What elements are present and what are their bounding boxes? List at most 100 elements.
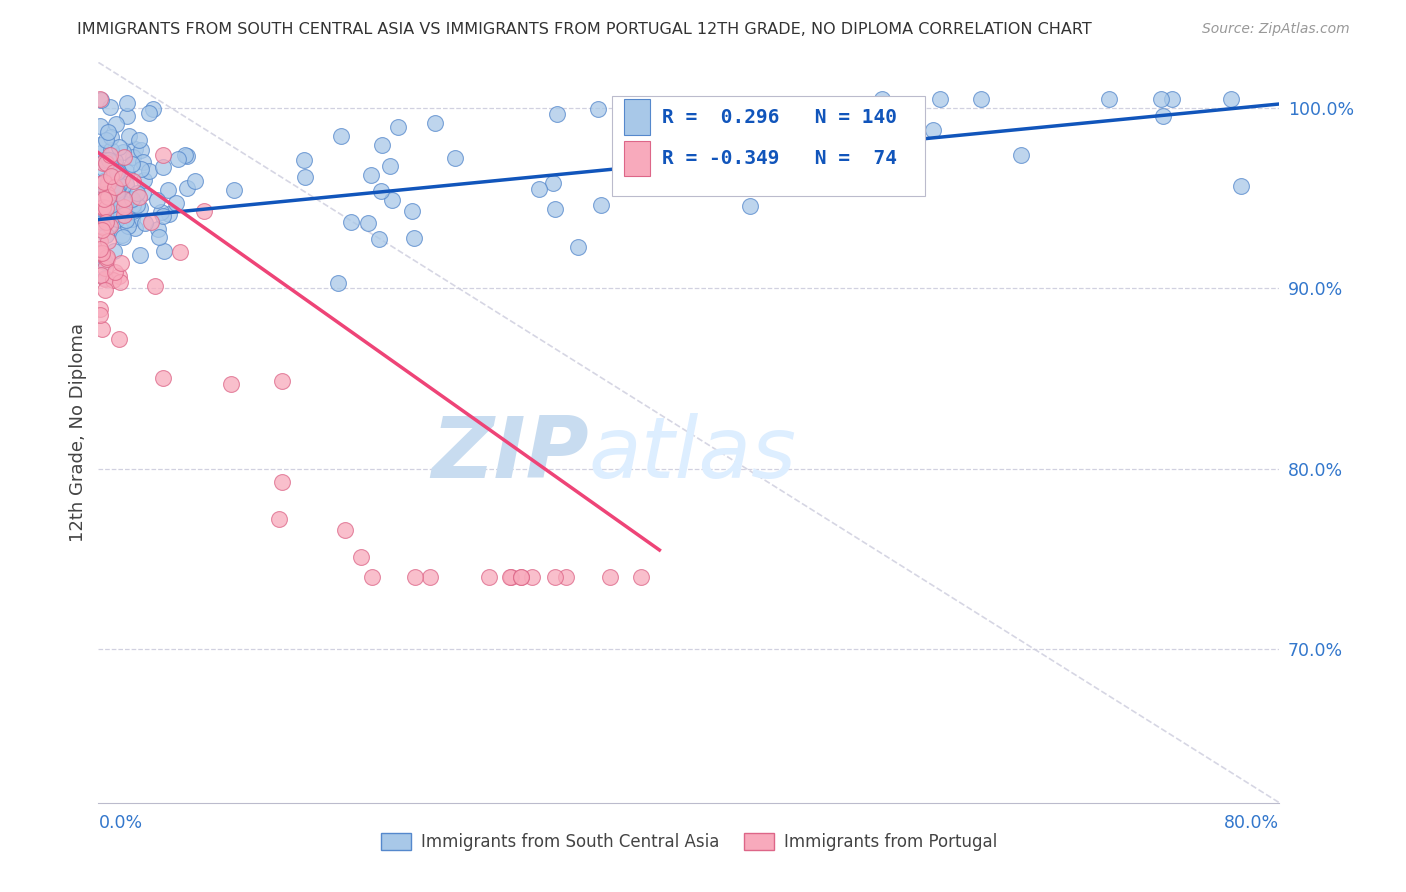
Point bbox=[360, 570, 382, 584]
Point bbox=[501, 570, 523, 584]
Point bbox=[219, 376, 242, 391]
Point bbox=[1230, 178, 1253, 193]
Point bbox=[93, 211, 115, 225]
Point bbox=[922, 122, 945, 136]
Legend: Immigrants from South Central Asia, Immigrants from Portugal: Immigrants from South Central Asia, Immi… bbox=[374, 826, 1004, 857]
Text: R = -0.349   N =  74: R = -0.349 N = 74 bbox=[662, 149, 897, 169]
Point bbox=[591, 198, 613, 212]
Point bbox=[169, 245, 191, 260]
Point bbox=[176, 149, 198, 163]
Text: 80.0%: 80.0% bbox=[1225, 814, 1279, 832]
Point bbox=[404, 570, 426, 584]
Point bbox=[350, 550, 373, 565]
Point bbox=[105, 117, 128, 131]
Point bbox=[91, 220, 114, 235]
Point bbox=[104, 168, 127, 182]
Point bbox=[173, 148, 195, 162]
Point bbox=[381, 193, 404, 207]
Point bbox=[111, 170, 134, 185]
FancyBboxPatch shape bbox=[612, 95, 925, 195]
Point bbox=[114, 177, 136, 191]
Point bbox=[104, 264, 127, 278]
Point bbox=[89, 242, 111, 256]
Bar bbox=[624, 141, 650, 177]
Point bbox=[124, 221, 146, 235]
Point bbox=[143, 278, 166, 293]
Point bbox=[94, 202, 117, 216]
Point bbox=[96, 252, 118, 266]
Point bbox=[149, 205, 172, 219]
Point bbox=[104, 153, 127, 168]
Point bbox=[105, 186, 128, 201]
Point bbox=[129, 248, 152, 262]
Bar bbox=[624, 99, 650, 135]
Point bbox=[97, 199, 120, 213]
Point bbox=[94, 194, 117, 208]
Point bbox=[271, 475, 294, 490]
Point bbox=[122, 204, 145, 219]
Text: IMMIGRANTS FROM SOUTH CENTRAL ASIA VS IMMIGRANTS FROM PORTUGAL 12TH GRADE, NO DI: IMMIGRANTS FROM SOUTH CENTRAL ASIA VS IM… bbox=[77, 22, 1092, 37]
Point bbox=[555, 570, 578, 584]
Point bbox=[89, 247, 111, 261]
Point bbox=[193, 203, 215, 218]
Point bbox=[132, 173, 155, 187]
Point bbox=[94, 153, 117, 168]
Point bbox=[97, 190, 120, 204]
Point bbox=[94, 260, 117, 275]
Point bbox=[112, 150, 135, 164]
Point bbox=[328, 277, 350, 291]
Point bbox=[110, 179, 132, 194]
Point bbox=[167, 152, 190, 166]
Point bbox=[183, 174, 205, 188]
Point bbox=[520, 570, 543, 584]
Point bbox=[423, 116, 446, 130]
Point bbox=[89, 187, 111, 202]
Point bbox=[89, 301, 111, 316]
Point bbox=[90, 321, 112, 335]
Point bbox=[98, 100, 121, 114]
Point bbox=[93, 272, 115, 286]
Point bbox=[96, 250, 118, 264]
Point bbox=[131, 155, 153, 169]
Point bbox=[828, 174, 851, 188]
Point bbox=[93, 175, 115, 189]
Point bbox=[543, 176, 565, 190]
Point bbox=[89, 308, 111, 322]
Point bbox=[121, 211, 143, 226]
Point bbox=[360, 169, 382, 183]
Point bbox=[478, 570, 501, 584]
Point bbox=[636, 142, 658, 156]
Point bbox=[93, 187, 115, 202]
Point bbox=[120, 193, 142, 207]
Point bbox=[544, 570, 567, 584]
Point bbox=[89, 177, 111, 191]
Point bbox=[121, 192, 143, 206]
Point bbox=[721, 154, 744, 169]
Point bbox=[96, 133, 118, 147]
Point bbox=[330, 128, 353, 143]
Point bbox=[370, 184, 392, 198]
Point bbox=[90, 223, 112, 237]
Point bbox=[103, 165, 125, 179]
Point bbox=[970, 91, 993, 105]
Point bbox=[1219, 91, 1241, 105]
Y-axis label: 12th Grade, No Diploma: 12th Grade, No Diploma bbox=[69, 323, 87, 542]
Point bbox=[114, 200, 136, 214]
Point bbox=[89, 91, 111, 105]
Point bbox=[499, 570, 522, 584]
Point bbox=[93, 173, 115, 187]
Point bbox=[98, 154, 121, 169]
Point bbox=[224, 183, 246, 197]
Point bbox=[100, 143, 122, 157]
Point bbox=[91, 201, 114, 215]
Point bbox=[97, 174, 120, 188]
Text: 0.0%: 0.0% bbox=[98, 814, 142, 832]
Point bbox=[100, 169, 122, 184]
Point bbox=[108, 269, 131, 284]
Point bbox=[115, 109, 138, 123]
Point bbox=[387, 120, 409, 134]
Point bbox=[176, 180, 198, 194]
Point bbox=[546, 107, 568, 121]
Point bbox=[90, 247, 112, 261]
Point bbox=[148, 230, 170, 244]
